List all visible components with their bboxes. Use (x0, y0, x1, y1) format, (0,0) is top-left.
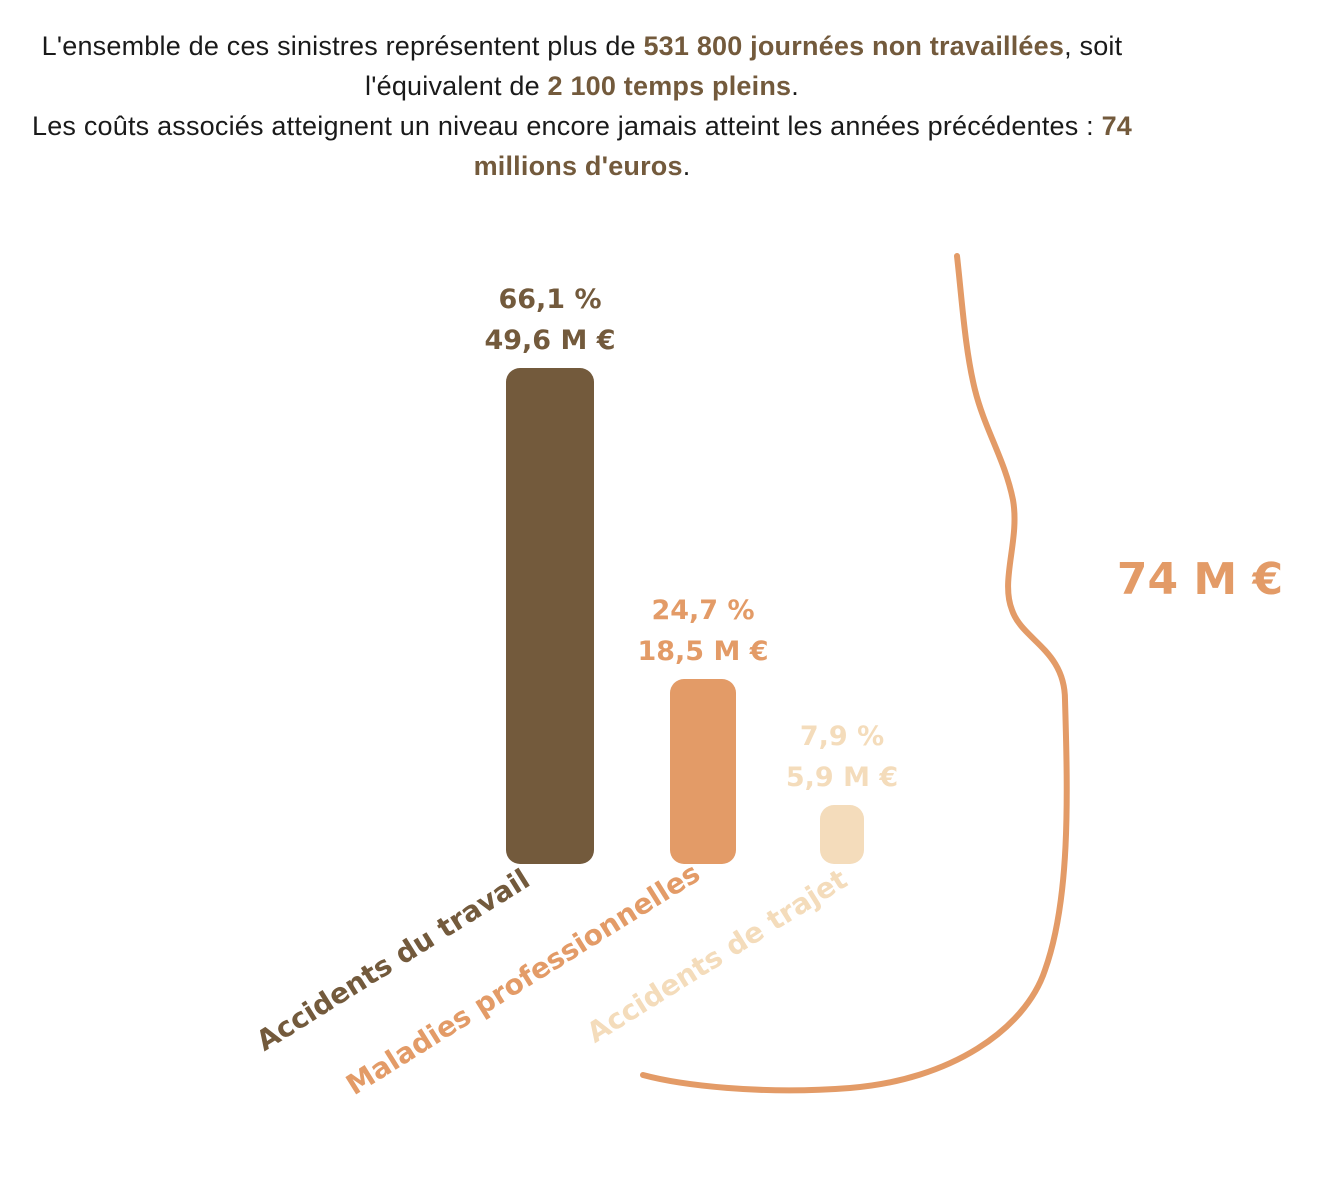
highlight-cost: 74 millions d'euros (473, 111, 1132, 181)
intro-text-segment: , soit l'équivalent de (365, 31, 1123, 101)
total-cost-label: 74 M € (1117, 554, 1283, 605)
highlight-days: 531 800 journées non travaillées (643, 31, 1065, 61)
intro-text-segment: . (791, 71, 799, 101)
intro-text-segment: Les coûts associés atteignent un niveau … (32, 111, 1102, 141)
intro-paragraph-2: Les coûts associés atteignent un niveau … (0, 106, 1164, 186)
intro-paragraph-1: L'ensemble de ces sinistres représentent… (0, 26, 1164, 106)
bar-percent-label-1: 66,1 % (498, 284, 601, 315)
bar-2 (670, 679, 736, 864)
category-label-3: Accidents de trajet (581, 862, 853, 1049)
bar-value-label-1: 49,6 M € (484, 325, 615, 356)
bar-percent-label-3: 7,9 % (800, 721, 884, 752)
intro-text: L'ensemble de ces sinistres représentent… (0, 26, 1164, 186)
intro-text-segment: . (682, 151, 691, 181)
highlight-fulltime: 2 100 temps pleins (547, 71, 792, 101)
bar-value-label-3: 5,9 M € (786, 762, 898, 793)
intro-text-segment: L'ensemble de ces sinistres représentent… (41, 31, 644, 61)
bar-1 (506, 368, 594, 864)
total-brace (640, 253, 1070, 1094)
bar-value-label-2: 18,5 M € (637, 636, 768, 667)
category-label-1: Accidents du travail (250, 862, 535, 1057)
bar-percent-label-2: 24,7 % (651, 595, 754, 626)
bar-3 (820, 805, 864, 864)
